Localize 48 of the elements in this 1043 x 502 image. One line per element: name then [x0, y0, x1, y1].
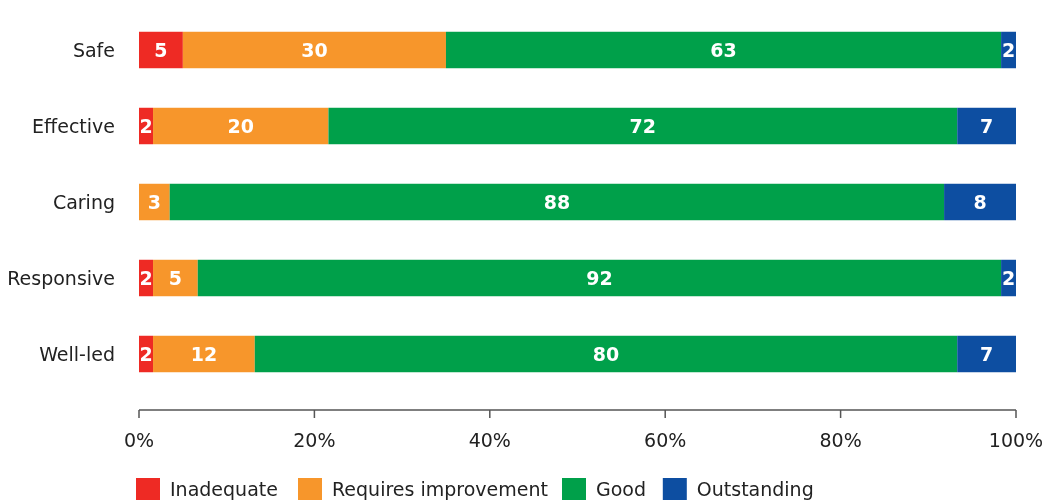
bar — [139, 31, 183, 69]
bar — [957, 107, 1016, 145]
data-label: 2 — [139, 114, 153, 137]
y-tick-label: Responsive — [7, 266, 115, 289]
bar — [153, 335, 255, 373]
bar — [139, 183, 170, 221]
data-label: 5 — [168, 266, 183, 289]
x-tick-label: 0% — [123, 428, 155, 451]
y-tick-label: Caring — [52, 190, 115, 213]
x-tick-label: 60% — [644, 428, 687, 451]
data-label: 5 — [154, 38, 168, 61]
data-label: 80 — [592, 342, 620, 365]
data-label: 2 — [139, 266, 153, 289]
legend-label: Requires improvement — [332, 477, 548, 500]
bar — [957, 335, 1016, 373]
data-label: 2 — [139, 342, 153, 365]
bar — [944, 183, 1016, 221]
data-label: 63 — [710, 38, 737, 61]
bar — [169, 183, 945, 221]
bar — [445, 31, 1002, 69]
x-tick-label: 80% — [819, 428, 862, 451]
bar — [153, 107, 329, 145]
y-tick-label: Safe — [72, 38, 115, 61]
data-label: 92 — [586, 266, 613, 289]
legend-label: Outstanding — [696, 477, 814, 500]
data-label: 2 — [1001, 266, 1016, 289]
data-label: 20 — [227, 114, 254, 137]
legend-label: Good — [596, 477, 647, 500]
bar — [254, 335, 958, 373]
data-label: 8 — [973, 190, 987, 213]
data-label: 30 — [301, 38, 328, 61]
x-tick-label: 40% — [468, 428, 511, 451]
data-label: 72 — [629, 114, 657, 137]
data-label: 2 — [1001, 38, 1016, 61]
data-label: 7 — [980, 342, 994, 365]
data-label: 3 — [147, 190, 161, 213]
bar — [197, 259, 1002, 297]
x-tick-label: 100% — [988, 428, 1043, 451]
data-label: 88 — [543, 190, 571, 213]
bar — [328, 107, 958, 145]
legend-label: Inadequate — [170, 477, 278, 500]
y-tick-label: Well-led — [39, 342, 115, 365]
data-label: 12 — [190, 342, 218, 365]
x-tick-label: 20% — [293, 428, 336, 451]
y-tick-label: Effective — [32, 114, 115, 137]
data-label: 7 — [980, 114, 994, 137]
bar — [153, 259, 198, 297]
bar — [182, 31, 446, 69]
